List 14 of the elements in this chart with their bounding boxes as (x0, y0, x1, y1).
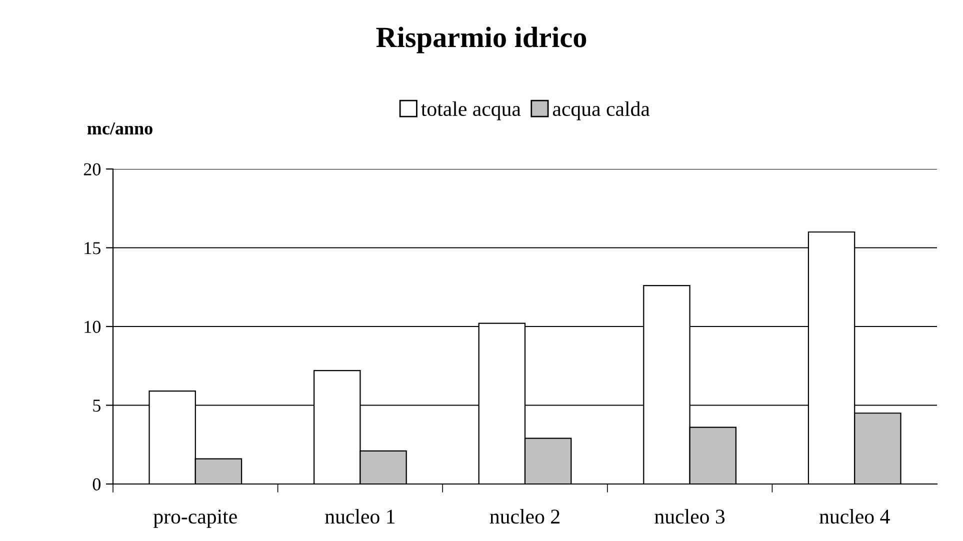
y-tick-label: 20 (84, 163, 101, 176)
x-tick-label: nucleo 4 (820, 509, 890, 524)
y-tick-label: 15 (84, 242, 100, 254)
chart-title: Risparmio idrico (376, 26, 586, 54)
y-tick-label: 5 (93, 400, 100, 412)
x-tick-label: nucleo 3 (654, 509, 725, 524)
y-axis-title: mc/anno (87, 122, 152, 135)
x-tick-label: pro-capite (154, 510, 237, 528)
legend-label: acqua calda (552, 101, 650, 120)
x-tick-label: nucleo 1 (325, 509, 395, 524)
x-tick-label: nucleo 2 (490, 509, 560, 524)
legend-label: totale acqua (421, 101, 521, 120)
y-tick-label: 0 (92, 478, 101, 490)
y-tick-label: 10 (84, 320, 101, 333)
